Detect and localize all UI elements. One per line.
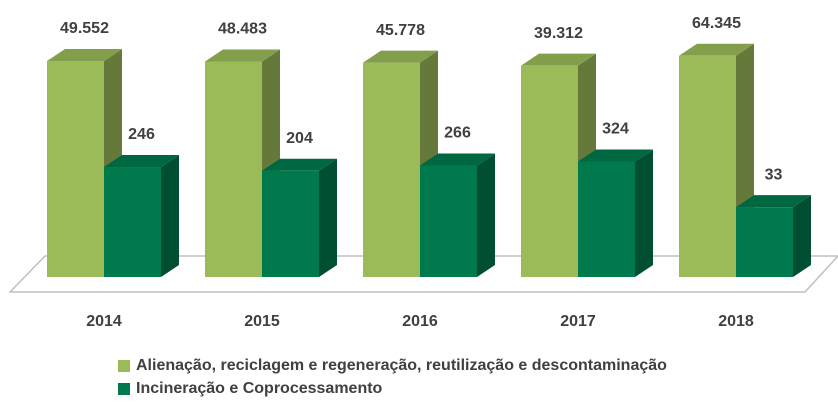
bar-side: [477, 153, 495, 277]
bar-front: [736, 207, 793, 277]
bar: [578, 149, 653, 277]
x-tick-label: 2017: [560, 313, 596, 330]
bar: [104, 155, 179, 277]
bar-top: [363, 50, 438, 63]
bar-top: [47, 49, 122, 62]
bar-top: [420, 153, 495, 166]
legend-swatch: [118, 360, 130, 372]
x-tick-label: 2016: [402, 313, 438, 330]
bar: [679, 43, 754, 277]
bar: [262, 158, 337, 277]
bar-top: [679, 43, 754, 56]
bar-top: [521, 53, 596, 66]
data-label: 33: [765, 166, 783, 183]
bar-front: [104, 167, 161, 277]
bar-front: [420, 165, 477, 277]
bar-front: [262, 170, 319, 277]
data-label: 49.552: [60, 20, 109, 37]
data-label: 45.778: [376, 22, 425, 39]
x-tick-label: 2015: [244, 313, 280, 330]
bar-top: [578, 149, 653, 162]
data-label: 64.345: [692, 15, 741, 32]
bar-front: [47, 61, 104, 277]
x-tick-label: 2018: [718, 313, 754, 330]
bar-side: [793, 195, 811, 277]
data-label: 266: [444, 125, 471, 142]
legend-swatch: [118, 383, 130, 395]
bar-front: [521, 65, 578, 277]
bar: [363, 50, 438, 277]
bar-side: [635, 149, 653, 277]
bar: [736, 195, 811, 277]
data-label: 48.483: [218, 21, 267, 38]
bar-front: [205, 61, 262, 277]
bar: [420, 153, 495, 277]
bar-top: [736, 195, 811, 208]
bar-front: [578, 161, 635, 277]
data-label: 204: [286, 130, 313, 147]
data-label: 39.312: [534, 25, 583, 42]
bar-front: [679, 55, 736, 277]
bar-top: [262, 158, 337, 171]
data-label: 324: [602, 121, 629, 138]
bar-side: [161, 155, 179, 277]
legend-label: Alienação, reciclagem e regeneração, reu…: [136, 357, 667, 374]
bar-side: [319, 158, 337, 277]
bar-front: [363, 62, 420, 277]
bar: [205, 49, 280, 277]
bar-top: [104, 155, 179, 168]
legend-label: Incineração e Coprocessamento: [136, 380, 383, 397]
x-tick-label: 2014: [86, 313, 122, 330]
data-label: 246: [128, 126, 155, 143]
bar-top: [205, 49, 280, 62]
